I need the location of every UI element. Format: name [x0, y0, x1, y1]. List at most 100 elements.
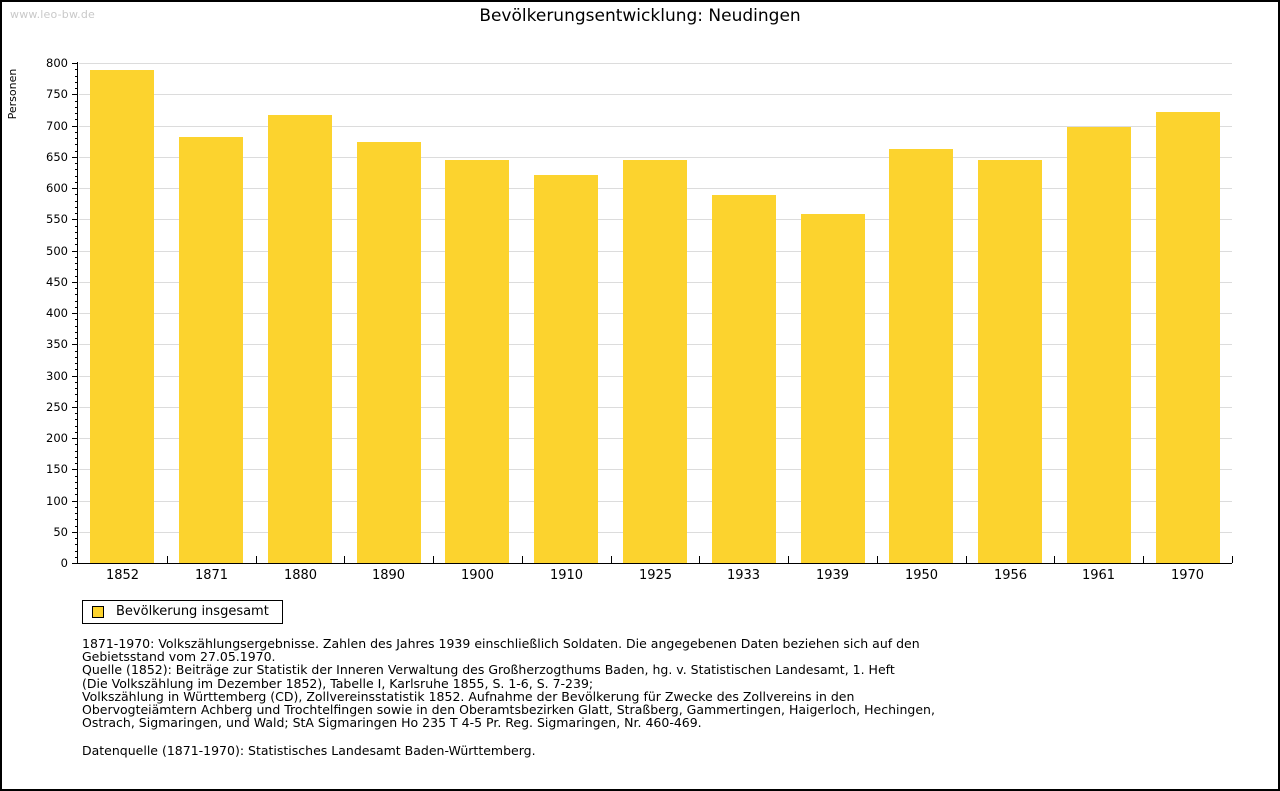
y-minor-tick [75, 432, 78, 433]
x-boundary-tick [877, 556, 878, 563]
y-minor-tick [75, 257, 78, 258]
y-axis-label-350: 350 [46, 337, 68, 351]
x-axis-label-1961: 1961 [1081, 568, 1116, 583]
x-axis-label-1939: 1939 [815, 568, 850, 583]
bar-1950 [889, 149, 953, 563]
y-minor-tick [75, 107, 78, 108]
y-minor-tick [75, 357, 78, 358]
y-minor-tick [75, 244, 78, 245]
footnote-line: Obervogteiämtern Achberg und Trochtelfin… [82, 701, 935, 717]
x-boundary-tick [699, 556, 700, 563]
footnote-line: Ostrach, Sigmaringen, und Wald; StA Sigm… [82, 715, 702, 731]
y-major-tick-200 [72, 438, 78, 439]
y-axis-label-650: 650 [46, 150, 68, 164]
site-watermark: www.leo-bw.de [10, 8, 96, 21]
bar-1852 [90, 70, 154, 563]
footnote-line: Gebietsstand vom 27.05.1970. [82, 649, 276, 665]
y-minor-tick [75, 369, 78, 370]
y-major-tick-550 [72, 219, 78, 220]
y-major-tick-350 [72, 344, 78, 345]
y-minor-tick [75, 182, 78, 183]
y-major-tick-100 [72, 501, 78, 502]
x-axis-label-1933: 1933 [726, 568, 761, 583]
bar-1910 [534, 175, 598, 563]
y-axis-label-150: 150 [46, 462, 68, 476]
x-boundary-tick [1054, 556, 1055, 563]
y-axis-label-750: 750 [46, 87, 68, 101]
y-minor-tick [75, 119, 78, 120]
legend-label: Bevölkerung insgesamt [116, 604, 269, 619]
y-major-tick-300 [72, 376, 78, 377]
y-minor-tick [75, 394, 78, 395]
y-minor-tick [75, 263, 78, 264]
x-boundary-tick [611, 556, 612, 563]
x-axis-label-1880: 1880 [283, 568, 318, 583]
y-axis-label-400: 400 [46, 306, 68, 320]
y-minor-tick [75, 444, 78, 445]
y-minor-tick [75, 476, 78, 477]
y-major-tick-150 [72, 469, 78, 470]
x-axis-label-1900: 1900 [460, 568, 495, 583]
y-axis-title: Personen [6, 68, 19, 120]
footnote-line: (Die Volkszählung im Dezember 1852), Tab… [82, 675, 594, 691]
bar-1961 [1067, 127, 1131, 563]
footnote-line: 1871-1970: Volkszählungsergebnisse. Zahl… [82, 636, 920, 651]
y-major-tick-600 [72, 188, 78, 189]
bar-1925 [623, 160, 687, 563]
y-minor-tick [75, 363, 78, 364]
bar-1970 [1156, 112, 1220, 563]
bar-1939 [801, 214, 865, 563]
y-minor-tick [75, 88, 78, 89]
x-axis-label-1956: 1956 [993, 568, 1028, 583]
y-minor-tick [75, 288, 78, 289]
y-minor-tick [75, 144, 78, 145]
legend-swatch-icon [92, 606, 104, 618]
y-axis-label-250: 250 [46, 400, 68, 414]
y-minor-tick [75, 69, 78, 70]
x-boundary-tick [1232, 556, 1233, 563]
gridline-800 [79, 63, 1232, 64]
y-major-tick-400 [72, 313, 78, 314]
y-minor-tick [75, 507, 78, 508]
x-boundary-tick [167, 556, 168, 563]
y-axis-label-100: 100 [46, 494, 68, 508]
y-minor-tick [75, 169, 78, 170]
x-axis-label-1910: 1910 [549, 568, 584, 583]
x-boundary-tick [344, 556, 345, 563]
y-minor-tick [75, 82, 78, 83]
y-major-tick-250 [72, 407, 78, 408]
y-axis-label-300: 300 [46, 369, 68, 383]
y-minor-tick [75, 101, 78, 102]
y-axis-label-0: 0 [60, 556, 68, 570]
y-major-tick-650 [72, 157, 78, 158]
y-axis-label-800: 800 [46, 56, 68, 70]
x-axis-line [77, 563, 1232, 564]
y-minor-tick [75, 151, 78, 152]
y-minor-tick [75, 138, 78, 139]
chart-title: Bevölkerungsentwicklung: Neudingen [479, 6, 801, 26]
gridline-750 [79, 94, 1232, 95]
y-minor-tick [75, 426, 78, 427]
y-minor-tick [75, 382, 78, 383]
y-minor-tick [75, 557, 78, 558]
y-minor-tick [75, 76, 78, 77]
datasource-note: Datenquelle (1871-1970): Statistisches L… [82, 743, 536, 758]
y-minor-tick [75, 351, 78, 352]
x-axis-label-1970: 1970 [1170, 568, 1205, 583]
y-axis-label-200: 200 [46, 431, 68, 445]
footnotes: 1871-1970: Volkszählungsergebnisse. Zahl… [82, 636, 1202, 731]
y-minor-tick [75, 544, 78, 545]
y-minor-tick [75, 526, 78, 527]
y-minor-tick [75, 163, 78, 164]
y-major-tick-750 [72, 94, 78, 95]
y-minor-tick [75, 494, 78, 495]
x-boundary-tick [1143, 556, 1144, 563]
x-axis-label-1852: 1852 [105, 568, 140, 583]
y-major-tick-700 [72, 126, 78, 127]
y-minor-tick [75, 338, 78, 339]
footnote-line: Volkszählung in Württemberg (CD), Zollve… [82, 688, 855, 704]
y-minor-tick [75, 176, 78, 177]
y-major-tick-450 [72, 282, 78, 283]
y-minor-tick [75, 319, 78, 320]
y-minor-tick [75, 457, 78, 458]
